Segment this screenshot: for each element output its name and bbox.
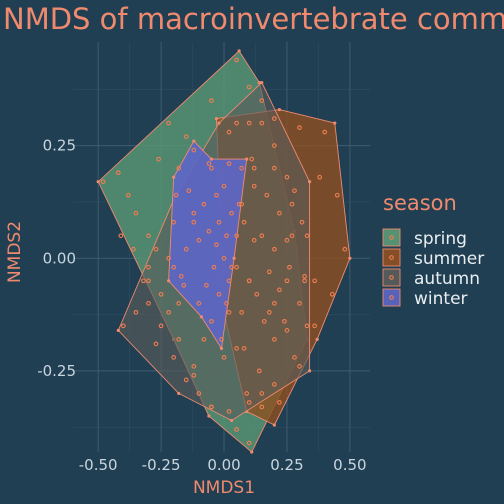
hull-vertex-summer (273, 423, 276, 426)
x-tick-label: -0.50 (79, 456, 118, 474)
hull-vertex-winter (192, 140, 195, 143)
hull-vertex-summer (278, 108, 281, 111)
x-tick-label: 0.50 (333, 456, 366, 474)
hull-vertex-summer (215, 117, 218, 120)
legend-key-autumn (383, 269, 400, 286)
x-axis-title: NMDS1 (193, 478, 255, 498)
hull-vertex-spring (250, 450, 253, 453)
y-tick-label: 0.00 (43, 249, 76, 267)
y-tick-label: 0.25 (43, 137, 76, 155)
chart-title: NMDS of macroinvertebrate comm (3, 2, 504, 36)
legend-label-autumn: autumn (414, 269, 480, 289)
legend-key-spring (383, 229, 400, 246)
hull-vertex-winter (200, 315, 203, 318)
hull-vertex-spring (207, 414, 210, 417)
hull-vertex-autumn (308, 180, 311, 183)
hull-vertex-autumn (177, 392, 180, 395)
hull-vertex-autumn (230, 419, 233, 422)
x-tick-label: 0.00 (207, 456, 240, 474)
hull-vertex-winter (172, 176, 175, 179)
legend-label-spring: spring (414, 229, 467, 249)
hull-vertex-spring (238, 49, 241, 52)
hull-vertex-winter (232, 257, 235, 260)
y-tick-label: -0.25 (37, 362, 76, 380)
hull-vertex-winter (210, 158, 213, 161)
legend-label-winter: winter (414, 289, 468, 309)
legend-key-winter (383, 289, 400, 306)
legend-title: season (383, 191, 457, 215)
y-axis-title: NMDS2 (5, 221, 25, 283)
hull-vertex-winter (167, 279, 170, 282)
hull-vertex-autumn (117, 329, 120, 332)
hull-vertex-winter (220, 347, 223, 350)
hull-vertex-summer (316, 338, 319, 341)
hull-vertex-autumn (217, 121, 220, 124)
hull-vertex-summer (333, 121, 336, 124)
legend-label-summer: summer (414, 249, 484, 269)
x-tick-label: -0.25 (142, 456, 181, 474)
x-tick-label: 0.25 (270, 456, 303, 474)
hull-vertex-autumn (260, 81, 263, 84)
hull-vertex-autumn (308, 369, 311, 372)
hull-vertex-winter (245, 158, 248, 161)
legend-key-summer (383, 249, 400, 266)
hull-vertex-summer (348, 257, 351, 260)
hull-vertex-spring (97, 180, 100, 183)
